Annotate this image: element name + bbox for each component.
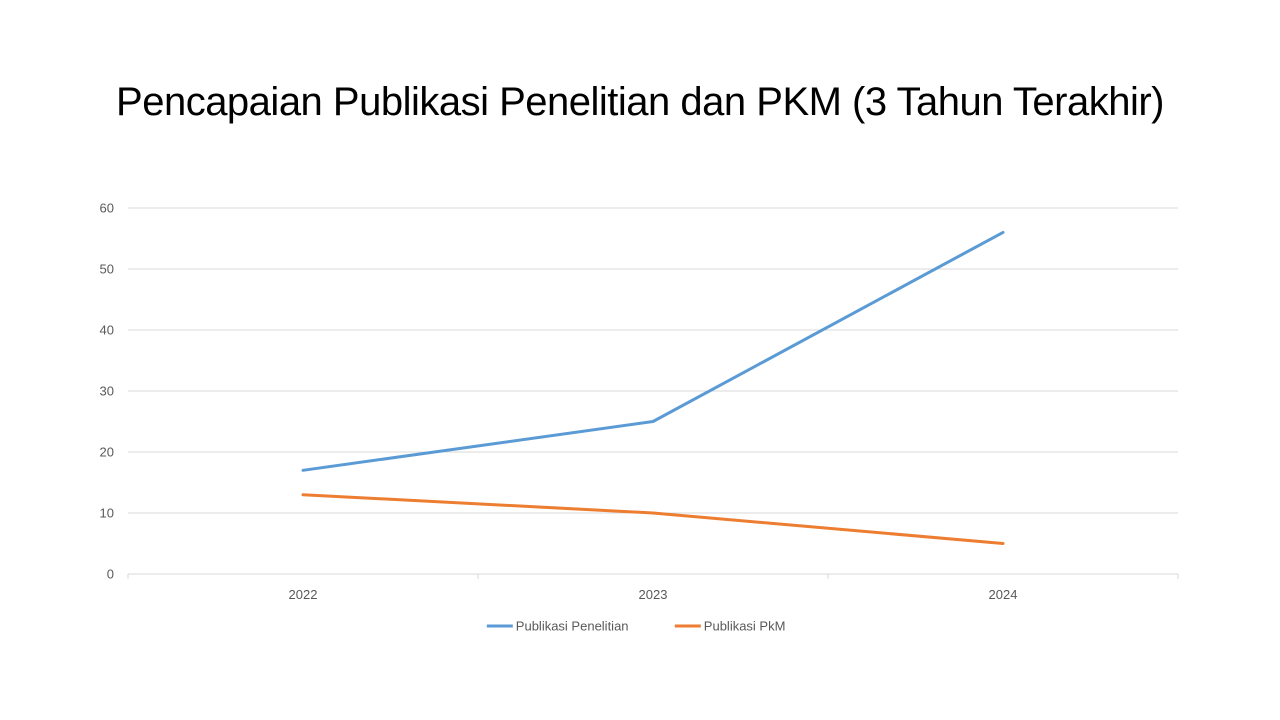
legend: Publikasi Penelitian Publikasi PkM xyxy=(486,619,786,634)
x-axis xyxy=(127,573,1179,579)
series-lines xyxy=(301,230,1005,545)
chart-title: Pencapaian Publikasi Penelitian dan PKM … xyxy=(116,80,1164,124)
x-tick-label: 2023 xyxy=(639,587,668,602)
y-tick-label: 50 xyxy=(100,262,114,277)
y-tick-label: 0 xyxy=(107,567,114,582)
y-tick-label: 60 xyxy=(100,201,114,216)
legend-label: Publikasi PkM xyxy=(704,619,786,634)
y-tick-label: 40 xyxy=(100,323,114,338)
y-tick-label: 10 xyxy=(100,506,114,521)
x-axis-ticks: 2022 2023 2024 xyxy=(289,587,1018,602)
x-tick-label: 2022 xyxy=(289,587,318,602)
y-tick-label: 30 xyxy=(100,384,114,399)
y-axis-ticks: 0 10 20 30 40 50 60 xyxy=(100,201,114,582)
legend-label: Publikasi Penelitian xyxy=(516,619,629,634)
y-tick-label: 20 xyxy=(100,445,114,460)
gridlines xyxy=(128,207,1178,514)
x-tick-label: 2024 xyxy=(989,587,1018,602)
series-line-1 xyxy=(301,493,1005,545)
series-line-0 xyxy=(301,230,1005,472)
